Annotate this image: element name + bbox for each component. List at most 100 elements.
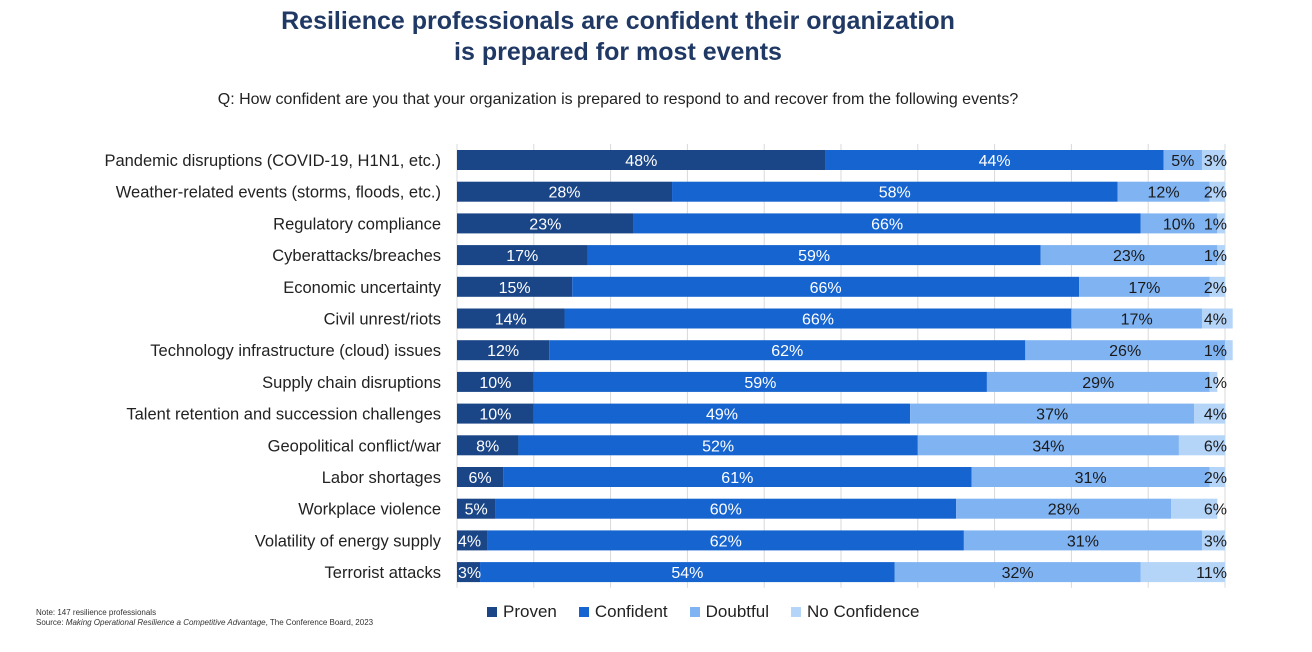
data-label: 29% bbox=[1082, 375, 1114, 392]
bar-segment-proven bbox=[457, 530, 488, 551]
bar-segment-confident bbox=[672, 181, 1118, 202]
bar-segment-confident bbox=[533, 371, 987, 392]
bar-segment-no-confidence bbox=[1201, 530, 1225, 551]
bar-segment-proven bbox=[457, 181, 673, 202]
data-label: 3% bbox=[1204, 533, 1227, 550]
data-label: 49% bbox=[706, 407, 738, 424]
source-prefix: Source: bbox=[36, 618, 66, 627]
data-label: 31% bbox=[1075, 470, 1107, 487]
data-label: 6% bbox=[1204, 502, 1227, 519]
stacked-bar-chart: Pandemic disruptions (COVID-19, H1N1, et… bbox=[104, 144, 1233, 588]
data-label: 10% bbox=[479, 375, 511, 392]
data-label: 59% bbox=[744, 375, 776, 392]
bar-segment-proven bbox=[457, 340, 550, 361]
data-label: 4% bbox=[1204, 407, 1227, 424]
data-label: 60% bbox=[710, 502, 742, 519]
data-label: 10% bbox=[1163, 216, 1195, 233]
bar-segment-no-confidence bbox=[1194, 403, 1225, 424]
bar-segment-doubtful bbox=[1040, 245, 1218, 266]
data-label: 66% bbox=[871, 216, 903, 233]
bar-segment-doubtful bbox=[1163, 150, 1202, 170]
data-label: 4% bbox=[1204, 312, 1227, 329]
category-label: Volatility of energy supply bbox=[255, 532, 442, 550]
bar-segment-no-confidence bbox=[1209, 467, 1225, 487]
bar-segment-doubtful bbox=[963, 530, 1202, 551]
bar-segment-confident bbox=[495, 498, 957, 519]
legend-swatch bbox=[487, 607, 497, 617]
bar-segment-no-confidence bbox=[1140, 562, 1225, 583]
data-label: 44% bbox=[979, 153, 1011, 170]
legend-label: Doubtful bbox=[705, 602, 769, 621]
data-label: 59% bbox=[798, 248, 830, 265]
category-label: Geopolitical conflict/war bbox=[268, 437, 442, 455]
chart-title-line1: Resilience professionals are confident t… bbox=[281, 7, 955, 35]
data-label: 31% bbox=[1067, 533, 1099, 550]
data-label: 28% bbox=[1048, 502, 1080, 519]
category-label: Cyberattacks/breaches bbox=[272, 247, 441, 265]
chart-title-line2: is prepared for most events bbox=[454, 38, 782, 66]
category-label: Workplace violence bbox=[298, 501, 441, 519]
data-label: 5% bbox=[1171, 153, 1194, 170]
source-title: Making Operational Resilience a Competit… bbox=[65, 618, 266, 627]
bar-segment-doubtful bbox=[1140, 213, 1218, 234]
bar-segment-confident bbox=[518, 435, 918, 456]
legend-item: No Confidence bbox=[790, 602, 920, 622]
data-label: 58% bbox=[879, 185, 911, 202]
bar-segment-no-confidence bbox=[1217, 213, 1225, 234]
legend-label: Proven bbox=[503, 602, 557, 621]
category-label: Regulatory compliance bbox=[273, 215, 441, 233]
legend-swatch bbox=[790, 607, 801, 617]
bar-segment-proven bbox=[457, 562, 481, 583]
bar-segment-no-confidence bbox=[1201, 308, 1233, 329]
data-label: 17% bbox=[1121, 312, 1153, 329]
data-label: 17% bbox=[506, 248, 538, 265]
chart-legend: Proven Confident Doubtful No Confidence bbox=[487, 602, 919, 622]
data-label: 6% bbox=[468, 470, 491, 487]
bar-segment-no-confidence bbox=[1217, 245, 1225, 266]
bar-segment-doubtful bbox=[1079, 276, 1210, 297]
data-label: 10% bbox=[479, 407, 511, 424]
survey-question: Q: How confident are you that your organ… bbox=[217, 91, 1019, 108]
bar-segment-no-confidence bbox=[1209, 181, 1225, 202]
legend-label: No Confidence bbox=[806, 602, 920, 621]
footnote: Note: 147 resilience professionals Sourc… bbox=[36, 608, 373, 628]
data-label: 32% bbox=[1002, 565, 1034, 582]
data-label: 12% bbox=[487, 343, 519, 360]
bar-segment-no-confidence bbox=[1209, 276, 1225, 297]
data-label: 48% bbox=[625, 153, 657, 170]
data-label: 6% bbox=[1204, 438, 1227, 455]
data-label: 1% bbox=[1204, 248, 1227, 265]
bar-segment-proven bbox=[457, 150, 826, 170]
bar-segment-confident bbox=[633, 213, 1141, 234]
bar-segment-no-confidence bbox=[1171, 498, 1218, 519]
data-label: 1% bbox=[1204, 343, 1227, 360]
data-label: 3% bbox=[458, 565, 481, 582]
data-label: 34% bbox=[1032, 438, 1064, 455]
bar-segment-confident bbox=[587, 245, 1041, 266]
category-label: Economic uncertainty bbox=[283, 279, 441, 297]
bar-segment-doubtful bbox=[917, 435, 1179, 456]
bar-segment-confident bbox=[480, 562, 895, 583]
bar-segment-proven bbox=[457, 467, 504, 487]
data-label: 54% bbox=[671, 565, 703, 582]
bar-segment-no-confidence bbox=[1225, 340, 1233, 361]
data-label: 2% bbox=[1204, 280, 1227, 297]
legend-swatch bbox=[578, 607, 589, 617]
category-label: Civil unrest/riots bbox=[324, 311, 441, 329]
data-label: 14% bbox=[495, 312, 527, 329]
data-label: 62% bbox=[771, 343, 803, 360]
data-label: 28% bbox=[549, 185, 581, 202]
bar-segment-proven bbox=[457, 403, 534, 424]
category-label: Pandemic disruptions (COVID-19, H1N1, et… bbox=[104, 152, 441, 170]
data-label: 37% bbox=[1036, 407, 1068, 424]
bar-segment-proven bbox=[457, 371, 534, 392]
legend-label: Confident bbox=[594, 602, 668, 621]
data-label: 5% bbox=[465, 502, 488, 519]
category-label: Talent retention and succession challeng… bbox=[126, 406, 441, 424]
chart-title: Resilience professionals are confident t… bbox=[0, 6, 1236, 68]
category-label: Terrorist attacks bbox=[325, 564, 441, 582]
bar-segment-doubtful bbox=[910, 403, 1195, 424]
note-text: Note: 147 resilience professionals bbox=[36, 608, 157, 617]
data-label: 23% bbox=[529, 216, 561, 233]
data-label: 15% bbox=[499, 280, 531, 297]
